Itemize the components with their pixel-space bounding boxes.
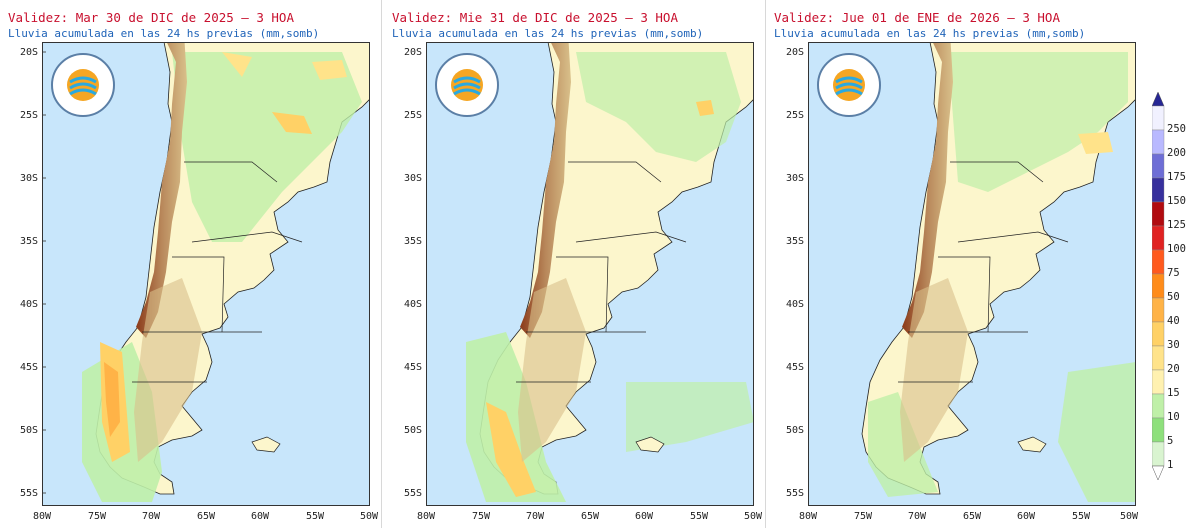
lat-label: 45S <box>403 362 422 373</box>
lat-label: 45S <box>19 362 38 373</box>
lat-label: 45S <box>785 362 804 373</box>
colorbar-label: 50 <box>1167 291 1180 303</box>
smn-logo <box>817 53 881 117</box>
lon-label: 80W <box>416 511 436 522</box>
lon-label: 80W <box>32 511 52 522</box>
colorbar-label: 15 <box>1167 387 1180 399</box>
smn-logo <box>51 53 115 117</box>
colorbar-label: 175 <box>1167 171 1186 183</box>
lat-label: 40S <box>785 299 804 310</box>
panel-title: Validez: Mar 30 de DIC de 2025 – 3 HOA <box>8 10 294 25</box>
colorbar-label: 200 <box>1167 147 1186 159</box>
lon-label: 70W <box>141 511 161 522</box>
lat-label: 20S <box>785 47 804 58</box>
lat-label: 35S <box>19 236 38 247</box>
lat-label: 50S <box>785 425 804 436</box>
colorbar-label: 150 <box>1167 195 1186 207</box>
precipitation-map <box>808 42 1136 506</box>
map-panel-2: Validez: Mie 31 de DIC de 2025 – 3 HOA L… <box>384 0 766 528</box>
colorbar-segment <box>1152 345 1165 371</box>
lat-label: 20S <box>19 47 38 58</box>
panel-subtitle: Lluvia acumulada en las 24 hs previas (m… <box>392 27 704 40</box>
smn-logo <box>435 53 499 117</box>
lon-label: 80W <box>798 511 818 522</box>
colorbar-label: 5 <box>1167 435 1174 447</box>
lat-label: 35S <box>403 236 422 247</box>
lat-label: 55S <box>785 488 804 499</box>
colorbar-segment <box>1152 441 1165 467</box>
colorbar-label: 1 <box>1167 459 1174 471</box>
panel-title: Validez: Jue 01 de ENE de 2026 – 3 HOA <box>774 10 1060 25</box>
lat-label: 50S <box>19 425 38 436</box>
colorbar-segment <box>1152 153 1165 179</box>
lat-label: 30S <box>785 173 804 184</box>
lon-label: 50W <box>359 511 379 522</box>
precipitation-map <box>426 42 754 506</box>
lat-label: 40S <box>403 299 422 310</box>
panel-title: Validez: Mie 31 de DIC de 2025 – 3 HOA <box>392 10 678 25</box>
panel-subtitle: Lluvia acumulada en las 24 hs previas (m… <box>8 27 320 40</box>
lat-label: 35S <box>785 236 804 247</box>
colorbar-segment <box>1152 225 1165 251</box>
colorbar-label: 75 <box>1167 267 1180 279</box>
colorbar-segment <box>1152 201 1165 227</box>
colorbar-segment <box>1152 321 1165 347</box>
colorbar-segment <box>1152 249 1165 275</box>
colorbar-segment <box>1152 273 1165 299</box>
lat-label: 55S <box>403 488 422 499</box>
lat-label: 40S <box>19 299 38 310</box>
lon-label: 65W <box>580 511 600 522</box>
lat-label: 25S <box>19 110 38 121</box>
lat-label: 25S <box>403 110 422 121</box>
lon-label: 60W <box>1016 511 1036 522</box>
lon-label: 70W <box>907 511 927 522</box>
colorbar-segment <box>1152 105 1165 131</box>
precipitation-map <box>42 42 370 506</box>
lon-label: 50W <box>1119 511 1139 522</box>
lon-label: 60W <box>634 511 654 522</box>
lon-label: 60W <box>250 511 270 522</box>
lat-label: 30S <box>19 173 38 184</box>
lon-label: 65W <box>196 511 216 522</box>
colorbar-segment <box>1152 297 1165 323</box>
colorbar-segment <box>1152 369 1165 395</box>
colorbar-segment <box>1152 393 1165 419</box>
map-area <box>426 42 754 506</box>
colorbar-label: 125 <box>1167 219 1186 231</box>
colorbar-label: 30 <box>1167 339 1180 351</box>
lat-label: 20S <box>403 47 422 58</box>
map-area <box>42 42 370 506</box>
lat-label: 50S <box>403 425 422 436</box>
colorbar-segment <box>1152 417 1165 443</box>
lon-label: 55W <box>689 511 709 522</box>
precipitation-colorbar <box>1152 92 1165 481</box>
lat-label: 30S <box>403 173 422 184</box>
colorbar-label: 100 <box>1167 243 1186 255</box>
colorbar-label: 10 <box>1167 411 1180 423</box>
map-panel-1: Validez: Mar 30 de DIC de 2025 – 3 HOA L… <box>0 0 382 528</box>
colorbar-label: 250 <box>1167 123 1186 135</box>
lon-label: 55W <box>1071 511 1091 522</box>
colorbar-segment <box>1152 129 1165 155</box>
map-panel-3: Validez: Jue 01 de ENE de 2026 – 3 HOA L… <box>766 0 1150 528</box>
panel-subtitle: Lluvia acumulada en las 24 hs previas (m… <box>774 27 1086 40</box>
lon-label: 75W <box>471 511 491 522</box>
lon-label: 55W <box>305 511 325 522</box>
colorbar-extend-bottom <box>1152 465 1165 481</box>
lon-label: 75W <box>87 511 107 522</box>
map-area <box>808 42 1136 506</box>
colorbar-segment <box>1152 177 1165 203</box>
lon-label: 75W <box>853 511 873 522</box>
colorbar-label: 20 <box>1167 363 1180 375</box>
colorbar-label: 40 <box>1167 315 1180 327</box>
lon-label: 70W <box>525 511 545 522</box>
lon-label: 65W <box>962 511 982 522</box>
lon-label: 50W <box>743 511 763 522</box>
colorbar-extend-top <box>1152 92 1165 107</box>
lat-label: 55S <box>19 488 38 499</box>
lat-label: 25S <box>785 110 804 121</box>
